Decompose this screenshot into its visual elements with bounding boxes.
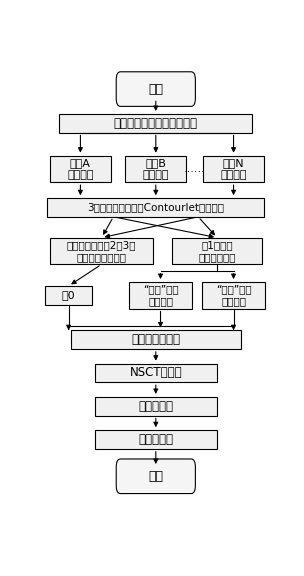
Text: 光谱B
掌纹图像: 光谱B 掌纹图像: [143, 158, 169, 180]
Text: 多光谱掌纹精细纹路采集台: 多光谱掌纹精细纹路采集台: [114, 117, 198, 130]
FancyBboxPatch shape: [116, 72, 195, 107]
FancyBboxPatch shape: [129, 282, 192, 309]
Text: 第1层高频
子带系数矩阵: 第1层高频 子带系数矩阵: [198, 240, 236, 262]
FancyBboxPatch shape: [71, 331, 241, 349]
Text: 光谱N
掌纹图像: 光谱N 掌纹图像: [220, 158, 247, 180]
Text: 最低频子带和第2、3层
高频子带系数矩阵: 最低频子带和第2、3层 高频子带系数矩阵: [67, 240, 136, 262]
Text: 光谱A
掌纹图像: 光谱A 掌纹图像: [67, 158, 94, 180]
Text: ......: ......: [184, 164, 206, 174]
FancyBboxPatch shape: [203, 156, 264, 182]
FancyBboxPatch shape: [172, 238, 262, 264]
FancyBboxPatch shape: [59, 114, 252, 132]
Text: 异常纹识别: 异常纹识别: [138, 433, 173, 446]
Text: NSCT逆变换: NSCT逆变换: [130, 366, 182, 380]
FancyBboxPatch shape: [95, 397, 217, 415]
Text: 多光谱特征融合: 多光谱特征融合: [131, 333, 180, 346]
Text: 结束: 结束: [148, 470, 163, 483]
FancyBboxPatch shape: [45, 286, 92, 305]
Text: “水平”方向
高频系数: “水平”方向 高频系数: [143, 285, 178, 306]
Text: “垂直”方向
高频系数: “垂直”方向 高频系数: [216, 285, 251, 306]
FancyBboxPatch shape: [95, 430, 217, 449]
Text: 开始: 开始: [148, 82, 163, 96]
FancyBboxPatch shape: [125, 156, 186, 182]
FancyBboxPatch shape: [95, 363, 217, 382]
Text: 3层方向变换元余的Contourlet变换分解: 3层方向变换元余的Contourlet变换分解: [87, 203, 224, 213]
FancyBboxPatch shape: [50, 156, 111, 182]
FancyBboxPatch shape: [202, 282, 265, 309]
FancyBboxPatch shape: [116, 459, 195, 494]
Text: 形态学处理: 形态学处理: [138, 400, 173, 412]
Text: 置0: 置0: [62, 290, 75, 300]
FancyBboxPatch shape: [50, 238, 154, 264]
FancyBboxPatch shape: [47, 198, 264, 217]
